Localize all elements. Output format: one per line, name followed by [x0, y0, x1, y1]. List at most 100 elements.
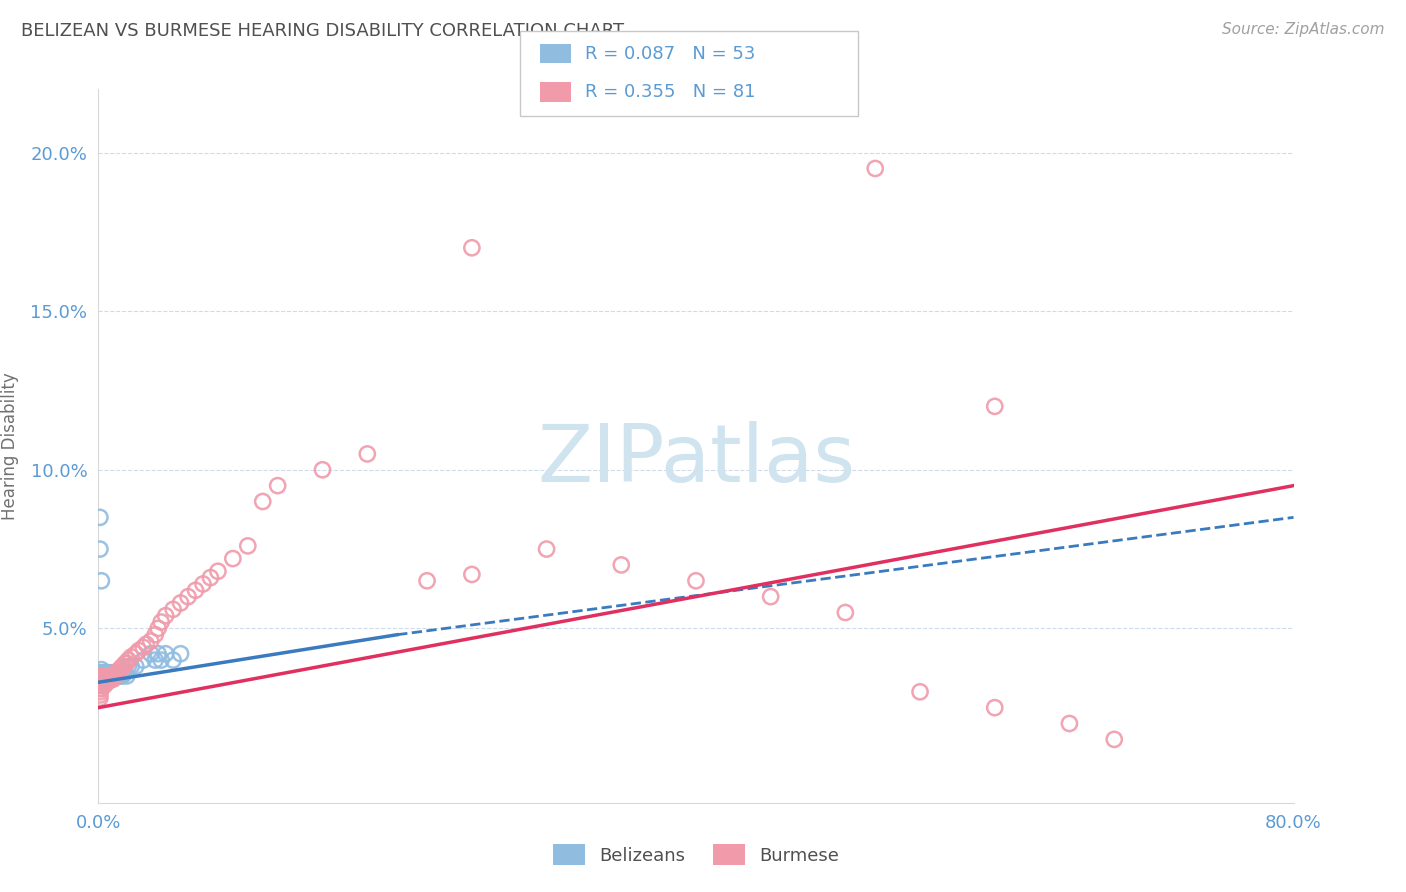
Point — [111, 665, 134, 680]
Point — [103, 672, 125, 686]
Point — [111, 659, 134, 673]
Point — [89, 542, 111, 557]
Point — [461, 567, 484, 582]
Point — [105, 669, 128, 683]
Point — [94, 665, 117, 680]
Point — [93, 672, 115, 686]
Point — [107, 665, 129, 680]
Point — [94, 675, 117, 690]
Point — [128, 643, 150, 657]
Point — [93, 665, 115, 680]
Text: ZIPatlas: ZIPatlas — [537, 421, 855, 500]
Point — [132, 640, 155, 655]
Point — [610, 558, 633, 572]
Point — [759, 590, 782, 604]
Point — [90, 678, 112, 692]
Point — [177, 590, 200, 604]
Point — [356, 447, 378, 461]
Point — [150, 653, 173, 667]
Point — [89, 665, 111, 680]
Point — [120, 649, 142, 664]
Point — [207, 564, 229, 578]
Point — [191, 577, 214, 591]
Legend: Belizeans, Burmese: Belizeans, Burmese — [546, 837, 846, 872]
Point — [90, 669, 112, 683]
Point — [89, 675, 111, 690]
Point — [90, 672, 112, 686]
Point — [267, 478, 290, 492]
Point — [94, 669, 117, 683]
Point — [200, 571, 222, 585]
Point — [103, 669, 125, 683]
Point — [536, 542, 558, 557]
Point — [108, 663, 131, 677]
Point — [148, 621, 170, 635]
Point — [91, 675, 114, 690]
Point — [89, 678, 111, 692]
Point — [93, 675, 115, 690]
Point — [112, 659, 135, 673]
Point — [90, 675, 112, 690]
Point — [91, 665, 114, 680]
Point — [114, 657, 136, 671]
Point — [93, 678, 115, 692]
Point — [155, 608, 177, 623]
Point — [148, 647, 170, 661]
Point — [90, 574, 112, 588]
Point — [96, 672, 118, 686]
Point — [125, 659, 148, 673]
Point — [96, 669, 118, 683]
Point — [103, 665, 125, 680]
Point — [89, 691, 111, 706]
Point — [108, 669, 131, 683]
Point — [132, 653, 155, 667]
Point — [89, 678, 111, 692]
Point — [97, 672, 120, 686]
Text: Source: ZipAtlas.com: Source: ZipAtlas.com — [1222, 22, 1385, 37]
Point — [96, 665, 118, 680]
Point — [108, 665, 131, 680]
Point — [91, 669, 114, 683]
Point — [120, 659, 142, 673]
Point — [90, 663, 112, 677]
Point — [110, 663, 132, 677]
Point — [143, 628, 166, 642]
Point — [91, 672, 114, 686]
Point — [94, 672, 117, 686]
Point — [114, 665, 136, 680]
Point — [91, 675, 114, 690]
Point — [98, 672, 122, 686]
Point — [834, 606, 856, 620]
Point — [104, 669, 127, 683]
Point — [111, 669, 134, 683]
Point — [93, 672, 115, 686]
Text: BELIZEAN VS BURMESE HEARING DISABILITY CORRELATION CHART: BELIZEAN VS BURMESE HEARING DISABILITY C… — [21, 22, 624, 40]
Point — [135, 637, 157, 651]
Point — [115, 657, 138, 671]
Point — [89, 688, 111, 702]
Text: R = 0.355   N = 81: R = 0.355 N = 81 — [585, 83, 755, 101]
Point — [96, 675, 118, 690]
Point — [101, 669, 124, 683]
Point — [89, 681, 111, 696]
Point — [110, 665, 132, 680]
Point — [90, 681, 112, 696]
Point — [103, 669, 125, 683]
Point — [97, 665, 120, 680]
Point — [162, 602, 184, 616]
Point — [107, 665, 129, 680]
Point — [1059, 716, 1081, 731]
Point — [984, 400, 1007, 414]
Text: R = 0.087   N = 53: R = 0.087 N = 53 — [585, 45, 755, 62]
Point — [143, 653, 166, 667]
Point — [93, 669, 115, 683]
Point — [89, 669, 111, 683]
Point — [104, 665, 127, 680]
Point — [139, 634, 162, 648]
Point — [110, 669, 132, 683]
Point — [90, 675, 112, 690]
Point — [117, 659, 139, 673]
Point — [90, 672, 112, 686]
Point — [94, 672, 117, 686]
Point — [93, 669, 115, 683]
